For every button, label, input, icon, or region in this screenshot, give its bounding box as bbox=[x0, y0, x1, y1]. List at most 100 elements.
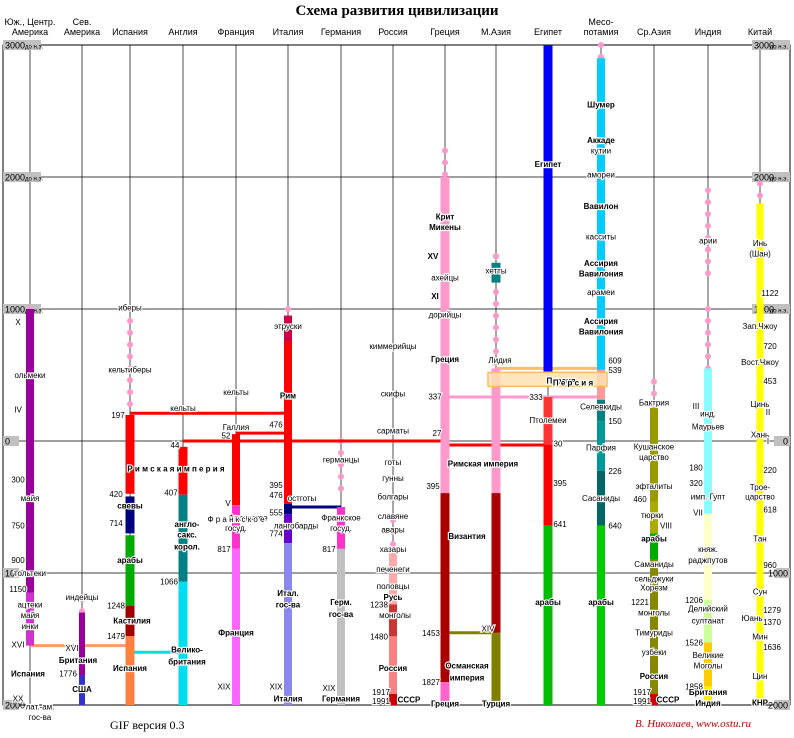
timeline-label: иберы bbox=[118, 304, 142, 313]
dot-marker bbox=[705, 353, 711, 360]
year-label-left: 2000 bbox=[5, 701, 25, 711]
year-label-right: 2000 bbox=[754, 173, 774, 183]
timeline-label: XIX bbox=[270, 683, 284, 692]
timeline-label: Юань bbox=[741, 614, 762, 623]
timeline-label: XVI bbox=[12, 640, 25, 649]
timeline-label: 618 bbox=[763, 506, 777, 515]
timeline-label: Хань bbox=[751, 430, 769, 439]
timeline-label: гос-ва bbox=[276, 601, 301, 610]
version-label: GIF версия 0.3 bbox=[110, 718, 185, 732]
timeline-label: 300 bbox=[11, 475, 25, 484]
timeline-label: болгары bbox=[378, 492, 409, 501]
timeline-label: XIX bbox=[323, 684, 337, 693]
year-label-left: 1000 bbox=[5, 305, 25, 315]
column-header-line1: Индия bbox=[694, 27, 722, 37]
timeline-label: IV bbox=[14, 405, 22, 414]
period-bar bbox=[597, 525, 605, 705]
dot-marker bbox=[338, 461, 344, 468]
year-label-box bbox=[752, 304, 790, 314]
timeline-label: СССР bbox=[657, 696, 680, 705]
period-bar bbox=[756, 203, 764, 705]
timeline-label: Вавилон bbox=[584, 202, 619, 211]
timeline-label: монголы bbox=[379, 611, 411, 620]
period-bar bbox=[704, 513, 712, 601]
timeline-label: Египет bbox=[535, 160, 562, 169]
timeline-label: 714 bbox=[109, 519, 123, 528]
year-label-box bbox=[3, 40, 41, 50]
timeline-label: Герм. bbox=[330, 598, 352, 607]
timeline-label: США bbox=[72, 685, 92, 694]
column-header-line2: Америка bbox=[11, 27, 49, 37]
period-bar bbox=[79, 675, 85, 705]
column-header-line1: Греция bbox=[430, 27, 460, 37]
timeline-label: Турция bbox=[482, 700, 511, 709]
timeline-label: кельтиберы bbox=[108, 366, 152, 375]
timeline-label: 1221 bbox=[631, 598, 649, 607]
column-header-line1: Германия bbox=[320, 27, 362, 37]
timeline-label: XIV bbox=[482, 624, 496, 633]
timeline-label: 44 bbox=[171, 441, 180, 450]
year-suffix-right: до н.э. bbox=[770, 309, 789, 315]
timeline-label: германцы bbox=[323, 455, 360, 464]
column-header-line1: Египет bbox=[533, 27, 562, 37]
timeline-label: Делийский bbox=[688, 605, 728, 614]
timeline-label: 226 bbox=[608, 467, 622, 476]
period-bar bbox=[284, 341, 292, 504]
dot-marker bbox=[390, 517, 396, 524]
timeline-label: арабы bbox=[117, 556, 143, 565]
timeline-label: империя bbox=[450, 673, 485, 682]
timeline-label: майя bbox=[21, 611, 40, 620]
timeline-label: I bbox=[767, 437, 769, 446]
timeline-label: VII bbox=[693, 508, 703, 517]
period-bar bbox=[597, 399, 605, 422]
author-credit: В. Николаев, www.ostu.ru bbox=[635, 718, 752, 730]
timeline-label: Британия bbox=[59, 656, 98, 665]
timeline-label: славяне bbox=[378, 512, 409, 521]
timeline-label: 1827 bbox=[422, 678, 440, 687]
year-suffix-right: до н.э. bbox=[770, 45, 789, 51]
timeline-label: Цин bbox=[753, 672, 768, 681]
timeline-label: сельджуки bbox=[634, 574, 673, 583]
timeline-label: 1917 bbox=[633, 688, 651, 697]
dot-marker bbox=[651, 378, 657, 385]
timeline-label: авары bbox=[381, 525, 405, 534]
year-label-left: 2000 bbox=[5, 173, 25, 183]
timeline-label: 1066 bbox=[160, 578, 178, 587]
period-bar bbox=[178, 494, 188, 582]
timeline-label: Итал. bbox=[277, 589, 298, 598]
timeline-label: 150 bbox=[608, 417, 622, 426]
timeline-label: Сун bbox=[753, 587, 767, 596]
timeline-label: хазары bbox=[380, 545, 407, 554]
column-header-c5: Франция bbox=[206, 27, 266, 37]
timeline-label: 817 bbox=[217, 545, 231, 554]
timeline-label: 333 bbox=[529, 393, 543, 402]
column-header-line1: Франция bbox=[217, 27, 255, 37]
timeline-label: Греция bbox=[431, 355, 459, 364]
timeline-label: Ассирия bbox=[584, 259, 618, 268]
year-suffix-left: до н.э. bbox=[25, 309, 44, 315]
period-bar bbox=[232, 505, 240, 549]
period-bar bbox=[125, 496, 135, 534]
timeline-label: сарматы bbox=[377, 426, 409, 435]
period-bar bbox=[232, 434, 240, 506]
period-bar bbox=[543, 444, 553, 526]
timeline-label: (Шан) bbox=[749, 250, 771, 259]
timeline-label: Сасаниды bbox=[582, 494, 620, 503]
timeline-label: 395 bbox=[553, 479, 567, 488]
period-bar bbox=[125, 535, 135, 606]
dot-marker bbox=[705, 270, 711, 277]
dot-marker bbox=[705, 246, 711, 253]
column-header-line1: Испания bbox=[112, 27, 148, 37]
timeline-label: Римская империя bbox=[448, 459, 519, 468]
timeline-label: Франкское bbox=[321, 514, 361, 523]
timeline-label: готы bbox=[385, 458, 402, 467]
timeline-label: 320 bbox=[689, 479, 703, 488]
period-bar bbox=[650, 408, 658, 502]
timeline-label: V bbox=[225, 499, 231, 508]
timeline-label: половцы bbox=[377, 582, 410, 591]
timeline-label: госуд. bbox=[225, 524, 247, 533]
timeline-label: 641 bbox=[553, 520, 567, 529]
timeline-label: царство bbox=[745, 492, 775, 501]
timeline-label: II bbox=[766, 408, 770, 417]
year-suffix-left: до н.э. bbox=[25, 45, 44, 51]
